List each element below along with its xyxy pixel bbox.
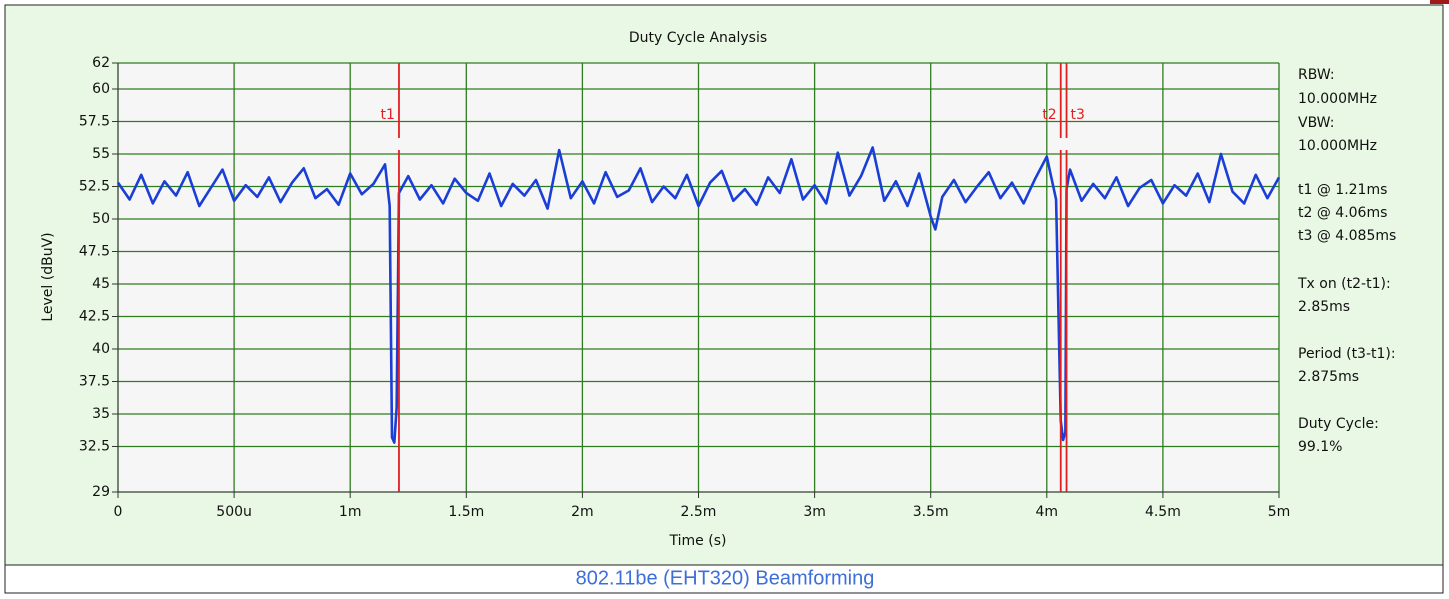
chart-title: Duty Cycle Analysis [629,30,767,46]
x-axis-label: Time (s) [669,533,727,549]
x-tick-label: 2m [571,504,594,520]
info-text: 2.85ms [1298,299,1350,315]
y-tick-label: 50 [92,211,110,227]
corner-decoration [1430,0,1449,4]
y-tick-label: 29 [92,484,110,500]
cursor-label: t3 [1071,107,1085,123]
x-tick-label: 500u [216,504,252,520]
x-tick-label: 1.5m [448,504,484,520]
x-tick-label: 4.5m [1145,504,1181,520]
x-tick-label: 1m [339,504,362,520]
x-tick-label: 3m [803,504,826,520]
y-tick-label: 52.5 [79,179,110,195]
y-axis-label: Level (dBuV) [40,232,56,321]
info-text: t1 @ 1.21ms [1298,182,1387,198]
y-tick-label: 40 [92,341,110,357]
info-text: t2 @ 4.06ms [1298,205,1387,221]
caption-box [4,564,1444,594]
info-text: RBW: [1298,67,1335,83]
x-tick-label: 3.5m [913,504,949,520]
info-text: Duty Cycle: [1298,416,1379,432]
y-tick-label: 62 [92,55,110,71]
info-text: 10.000MHz [1298,91,1377,107]
y-tick-label: 35 [92,406,110,422]
data-line [116,146,1281,444]
x-tick-label: 4m [1036,504,1059,520]
y-tick-label: 60 [92,81,110,97]
x-tick-label: 0 [114,504,123,520]
x-tick-label: 5m [1268,504,1291,520]
y-tick-label: 37.5 [79,374,110,390]
cursor-label: t2 [1042,107,1056,123]
y-tick-label: 42.5 [79,309,110,325]
x-tick-label: 2.5m [681,504,717,520]
y-tick-label: 45 [92,276,110,292]
info-text: VBW: [1298,115,1334,131]
y-tick-label: 57.5 [79,114,110,130]
info-text: t3 @ 4.085ms [1298,228,1396,244]
info-text: Period (t3-t1): [1298,346,1396,362]
info-text: 2.875ms [1298,369,1359,385]
y-tick-label: 55 [92,146,110,162]
info-text: Tx on (t2-t1): [1297,276,1391,292]
info-text: 99.1% [1298,439,1342,455]
info-text: 10.000MHz [1298,138,1377,154]
caption: 802.11be (EHT320) Beamforming [576,567,875,589]
cursor-label: t1 [381,107,395,123]
y-tick-label: 32.5 [79,439,110,455]
y-tick-label: 47.5 [79,244,110,260]
